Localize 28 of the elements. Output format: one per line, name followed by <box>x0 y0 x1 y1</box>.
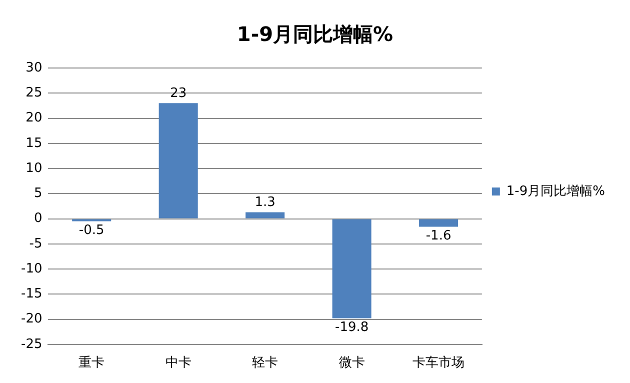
chart-title: 1-9月同比增幅% <box>236 22 394 46</box>
legend-label: 1-9月同比增幅% <box>506 184 606 199</box>
x-tick-label: 卡车市场 <box>412 356 465 371</box>
y-tick-label: 30 <box>26 60 42 76</box>
x-tick-label: 中卡 <box>165 356 192 371</box>
data-label: -0.5 <box>78 223 104 238</box>
y-tick-label: 10 <box>26 160 42 176</box>
x-tick-label: 微卡 <box>338 356 365 371</box>
y-tick-label: 20 <box>26 110 42 126</box>
bar <box>158 103 198 218</box>
bar <box>419 219 458 227</box>
bar <box>332 219 372 318</box>
x-tick-label: 重卡 <box>78 356 105 371</box>
y-tick-label: -15 <box>21 286 42 302</box>
data-label: -1.6 <box>426 228 452 244</box>
y-tick-label: 25 <box>26 86 42 100</box>
data-label: 1.3 <box>254 195 276 210</box>
y-tick-label: -20 <box>21 312 42 327</box>
data-label: -19.8 <box>334 320 369 336</box>
y-tick-label: -10 <box>21 261 42 276</box>
y-tick-label: 0 <box>34 211 42 226</box>
x-tick-label: 轻卡 <box>252 356 278 371</box>
y-tick-label: -25 <box>21 336 42 352</box>
y-tick-label: 15 <box>26 136 42 151</box>
data-label: 23 <box>170 86 187 102</box>
y-tick-label: -5 <box>29 236 42 252</box>
bar <box>246 212 285 218</box>
y-tick-label: 5 <box>34 186 42 202</box>
